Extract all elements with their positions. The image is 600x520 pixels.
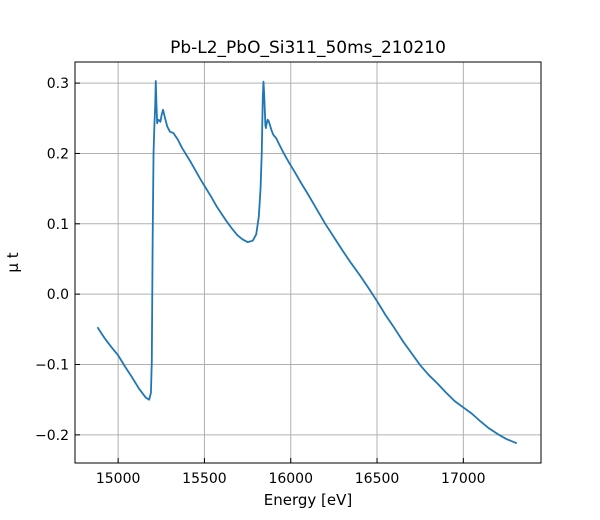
- x-tick-label: 16500: [355, 471, 400, 487]
- x-tick-label: 15500: [182, 471, 227, 487]
- y-tick-label: 0.1: [47, 217, 69, 233]
- chart-title: Pb-L2_PbO_Si311_50ms_210210: [170, 38, 446, 58]
- series-layer: [96, 80, 518, 445]
- x-tick-label: 16000: [268, 471, 313, 487]
- y-tick-label: 0.2: [47, 146, 69, 162]
- y-tick-label: 0.0: [47, 287, 69, 303]
- ticks: 15000 15500 16000 16500 17000 −0.2 −0.1 0.0 0.1 0…: [35, 76, 486, 487]
- series-line: [96, 80, 518, 445]
- x-tick-label: 15000: [96, 471, 141, 487]
- x-tick-label: 17000: [441, 471, 486, 487]
- y-tick-label: −0.2: [35, 428, 69, 444]
- x-axis-label: Energy [eV]: [264, 491, 352, 509]
- plot-frame: [74, 61, 542, 464]
- y-axis-label: μ t: [4, 252, 22, 272]
- y-tick-label: −0.1: [35, 358, 69, 374]
- grid: [75, 62, 541, 463]
- y-tick-label: 0.3: [47, 76, 69, 92]
